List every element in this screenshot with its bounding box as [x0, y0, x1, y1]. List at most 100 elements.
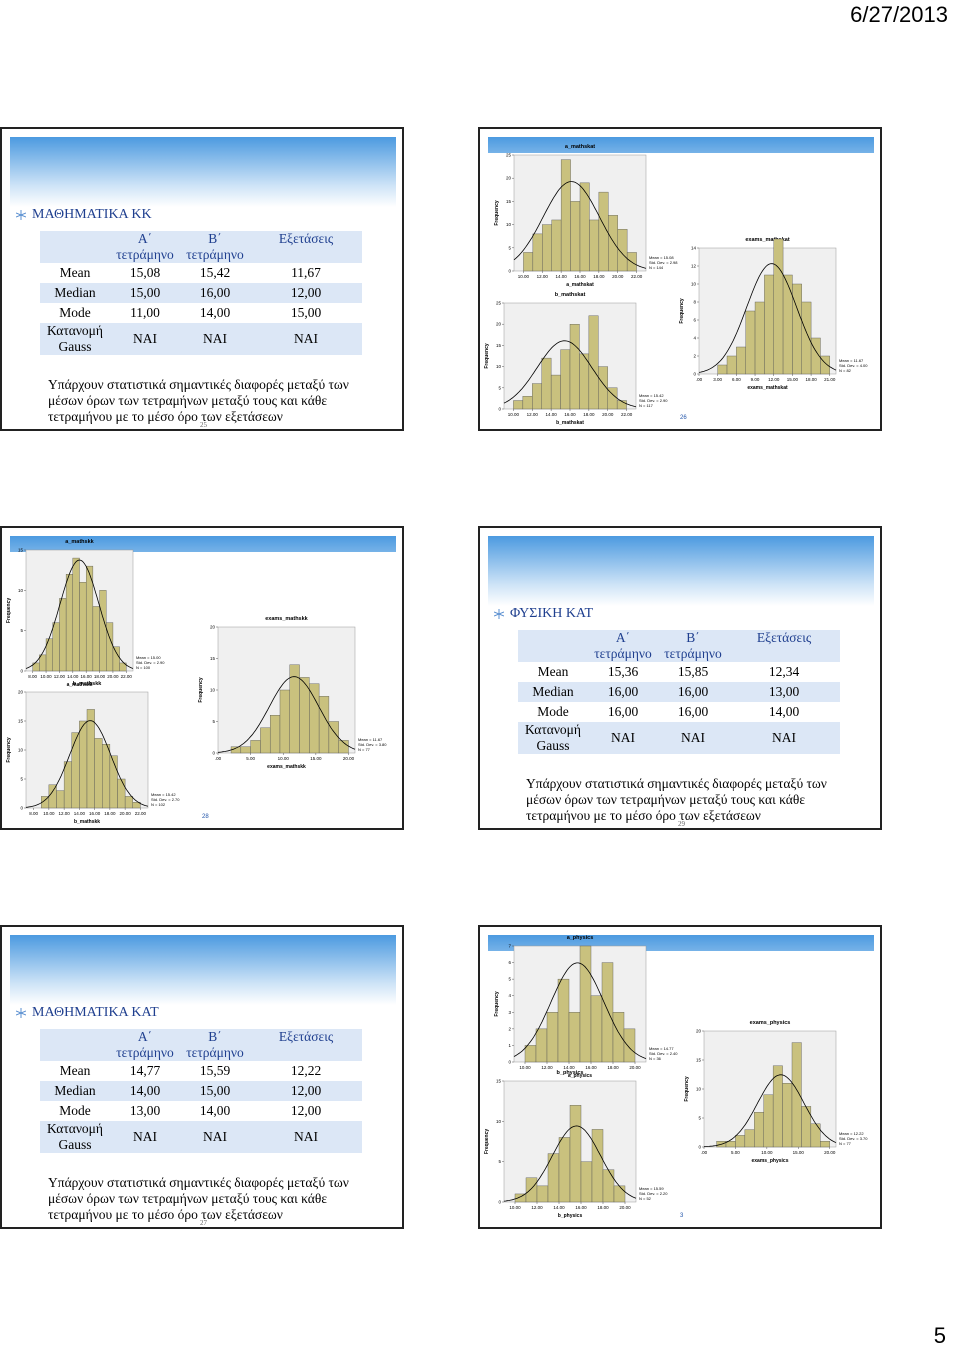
header-cell: Β΄ τετράμηνο: [180, 231, 250, 263]
chart-title: b_mathskk: [73, 681, 103, 687]
bar: [542, 224, 552, 272]
stats-label: N = 102: [151, 802, 166, 807]
y-axis-label: Frequency: [494, 991, 500, 1017]
bar: [109, 755, 118, 809]
bar: [532, 233, 543, 272]
table-cell: 13,00: [129, 1103, 161, 1118]
histogram: a_physics a_physics Frequency 0 1 2 3 4 5 6 7 10.00…: [494, 935, 678, 1079]
y-tick-label: 20: [506, 176, 512, 181]
bar: [588, 315, 599, 410]
y-tick-label: 7: [508, 944, 511, 949]
x-tick-label: 5.00: [731, 1150, 740, 1155]
x-tick-label: 22.00: [631, 274, 643, 279]
x-axis-label: a_physics: [568, 1073, 592, 1079]
header-cell: Εξετάσεις: [250, 231, 362, 263]
bar: [579, 945, 592, 1063]
bar: [602, 1169, 615, 1203]
x-tick-label: 16.00: [81, 674, 93, 679]
table-cell: 16,00: [588, 682, 658, 702]
bar: [726, 355, 737, 375]
bar: [56, 790, 65, 809]
bar: [579, 353, 590, 410]
stats-label: Mean = 11.67: [839, 358, 864, 363]
x-tick-label: 16.00: [575, 1205, 587, 1210]
bar: [791, 1042, 802, 1148]
normal-curve: [217, 676, 356, 753]
y-tick-label: 10: [496, 1119, 502, 1124]
x-tick-label: 20.00: [612, 274, 624, 279]
table-cell: Mode: [59, 1103, 91, 1118]
bar: [792, 283, 802, 375]
bullet-stroke: [16, 212, 26, 218]
bar: [279, 689, 290, 754]
slide-title: ΜΑΘΗΜΑΤΙΚΑ ΚΑΤ: [16, 1005, 159, 1021]
histogram: b_mathskk b_mathskk Frequency 0 5 10 15 20 8.00 1…: [6, 681, 180, 825]
bar: [546, 1012, 559, 1063]
histogram: exams_physics exams_physics Frequency 0 5 10 1…: [684, 1020, 868, 1164]
bar: [94, 738, 103, 809]
table-cell: 15,00: [180, 1081, 250, 1101]
chart-title: exams_physics: [750, 1020, 791, 1026]
bar: [52, 622, 60, 672]
y-tick-label: 5: [498, 1159, 501, 1164]
y-tick-label: 3: [508, 1010, 511, 1015]
slide: 26 a_mathskat a_mathskat Frequency 0 5 10 15 20 2…: [478, 127, 882, 431]
y-tick-label: 4: [693, 336, 696, 341]
table-row: Mean 15,36 15,85 12,34: [518, 662, 840, 682]
x-axis-label: exams_physics: [752, 1158, 789, 1164]
header-cell: Εξετάσεις: [728, 630, 840, 662]
x-tick-label: 16.00: [574, 274, 586, 279]
bar: [269, 714, 281, 754]
x-tick-label: 18.00: [597, 1205, 609, 1210]
stats-label: Mean = 12.22: [839, 1131, 864, 1136]
header-cell: Β΄ τετράμηνο: [658, 630, 728, 662]
y-tick-label: 8: [693, 300, 696, 305]
y-tick-label: 14: [691, 246, 697, 251]
x-tick-label: 18.00: [104, 811, 116, 816]
stats-label: Std. Dev. = 2.90: [639, 398, 668, 403]
table-cell: 13,00: [728, 682, 840, 702]
stats-label: N = 82: [839, 368, 852, 373]
bar: [560, 349, 571, 410]
y-tick-label: 5: [212, 719, 215, 724]
y-tick-label: 10: [18, 748, 24, 753]
y-tick-label: 15: [496, 343, 502, 348]
bar: [763, 1094, 774, 1148]
x-tick-label: 10.00: [761, 1150, 773, 1155]
bar: [568, 1012, 581, 1063]
table-cell: Κατανομή Gauss: [40, 1121, 110, 1153]
table-cell: Mode: [537, 704, 569, 719]
y-tick-label: 0: [498, 1200, 501, 1205]
y-tick-label: 2: [508, 1026, 511, 1031]
bar: [92, 606, 100, 672]
x-tick-label: 22.00: [121, 674, 133, 679]
normal-curve: [25, 559, 134, 669]
table-row: Mean 15,08 15,42 11,67: [40, 263, 362, 283]
table-cell: 14,00: [199, 1103, 231, 1118]
stats-label: N = 77: [839, 1141, 852, 1146]
x-tick-label: 20.00: [602, 412, 614, 417]
bar: [623, 1028, 636, 1063]
stats-label: Mean = 15.42: [639, 393, 664, 398]
stats-label: Std. Dev. = 2.40: [649, 1051, 678, 1056]
stats-label: Std. Dev. = 3.70: [839, 1136, 868, 1141]
stats-label: Mean = 11.67: [358, 737, 383, 742]
table-row: Κατανομή Gauss ΝΑΙ ΝΑΙ ΝΑΙ: [518, 722, 840, 754]
x-tick-label: 12.00: [58, 811, 70, 816]
stats-label: Std. Dev. = 3.80: [358, 742, 387, 747]
table-cell: Median: [40, 283, 110, 303]
normal-curve: [513, 181, 647, 269]
x-tick-label: 15.00: [793, 1150, 805, 1155]
y-tick-label: 5: [20, 777, 23, 782]
y-tick-label: 25: [496, 301, 502, 306]
y-tick-label: 0: [508, 1060, 511, 1065]
title-text: ΜΑΘΗΜΑΤΙΚΑ ΚΑΤ: [32, 1005, 159, 1020]
table-cell: 15,85: [677, 664, 709, 679]
x-tick-label: 10.00: [43, 811, 55, 816]
x-tick-label: .00: [701, 1150, 708, 1155]
x-tick-label: 10.00: [519, 1065, 531, 1070]
bar: [250, 740, 261, 754]
header-cell: [518, 630, 588, 662]
bar: [338, 740, 349, 754]
bar: [514, 1193, 527, 1203]
